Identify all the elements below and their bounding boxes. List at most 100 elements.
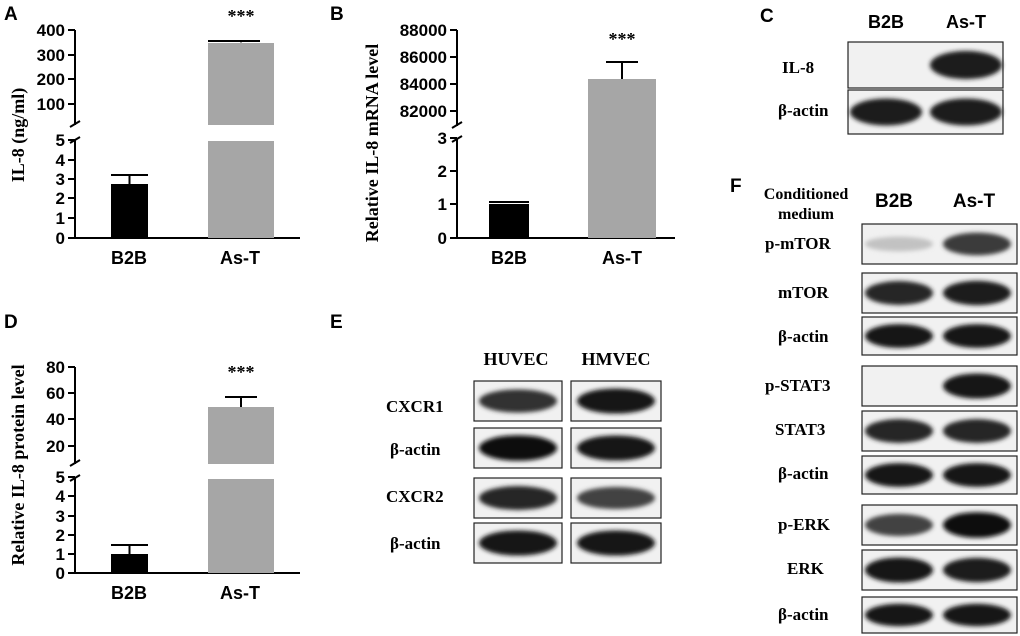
blot-f-label-0: p-mTOR [765, 234, 832, 253]
blot-f-label-8: β-actin [778, 605, 829, 624]
chart-b-cat-b2b: B2B [491, 248, 527, 268]
blot-band [577, 435, 655, 461]
tick-label-upper: 88000 [400, 21, 447, 40]
chart-a-cat-ast: As-T [220, 248, 260, 268]
tick-label-lower: 3 [438, 129, 447, 148]
tick-label-lower: 2 [438, 162, 447, 181]
blot-band [577, 530, 655, 556]
chart-d: Relative IL-8 protein level *** B2B As-T… [8, 358, 300, 603]
tick-label-lower: 5 [56, 131, 65, 150]
blot-band [943, 232, 1011, 256]
tick-label-upper: 84000 [400, 75, 447, 94]
blot-band [479, 486, 557, 510]
panel-letter-a: A [4, 4, 18, 25]
blot-c: B2B As-T IL-8 β-actin [778, 12, 1004, 135]
blot-band [865, 603, 933, 627]
tick-label-upper: 40 [46, 410, 65, 429]
bar-d-b2b [111, 554, 148, 573]
blot-e: HUVEC HMVEC CXCR1 β-actin CXCR2 β-actin [386, 349, 662, 564]
panel-letter-b: B [330, 4, 344, 25]
chart-b-ylabel: Relative IL-8 mRNA level [362, 44, 382, 242]
blot-c-lane-ast: As-T [946, 12, 986, 32]
tick-label-lower: 4 [56, 151, 66, 170]
blot-band [943, 603, 1011, 627]
blot-f-label-5: β-actin [778, 464, 829, 483]
blot-f-label-6: p-ERK [778, 515, 831, 534]
tick-label-upper: 20 [46, 437, 65, 456]
tick-label-upper: 100 [37, 95, 65, 114]
tick-label-lower: 0 [56, 229, 65, 248]
blot-f-label-4: STAT3 [775, 420, 825, 439]
blot-c-label-actin: β-actin [778, 101, 829, 120]
chart-a-ylabel: IL-8 (ng/ml) [8, 88, 29, 183]
blot-e-label-cxcr2: CXCR2 [386, 487, 444, 506]
panel-letter-e: E [330, 312, 343, 333]
tick-label-lower: 1 [56, 209, 65, 228]
chart-d-significance: *** [228, 362, 255, 382]
bar-a-ast-upper [208, 43, 274, 125]
blot-e-label-cxcr1: CXCR1 [386, 397, 444, 416]
blot-band [943, 280, 1011, 306]
bar-a-ast-lower [208, 141, 274, 238]
panel-letter-d: D [4, 312, 18, 333]
tick-label-upper: 60 [46, 384, 65, 403]
blot-band [943, 463, 1011, 487]
blot-band [865, 557, 933, 583]
panel-letter-f: F [730, 176, 742, 197]
blot-band [943, 512, 1011, 538]
blot-band [930, 98, 1002, 126]
chart-d-ylabel: Relative IL-8 protein level [8, 364, 28, 565]
blot-f-label-1: mTOR [778, 283, 829, 302]
panel-letter-c: C [760, 6, 774, 27]
chart-d-cat-ast: As-T [220, 583, 260, 603]
blot-band [577, 486, 655, 510]
blot-f-label-3: p-STAT3 [765, 376, 831, 395]
bar-d-ast-lower [208, 479, 274, 573]
chart-b-significance: *** [609, 29, 636, 49]
blot-c-label-il8: IL-8 [782, 58, 814, 77]
blot-band [943, 373, 1011, 399]
blot-band [930, 50, 1002, 80]
blot-band [943, 419, 1011, 443]
tick-label-lower: 3 [56, 507, 65, 526]
tick-label-upper: 400 [37, 21, 65, 40]
tick-label-lower: 1 [56, 545, 65, 564]
blot-f-label-2: β-actin [778, 327, 829, 346]
tick-label-lower: 0 [438, 229, 447, 248]
blot-f-label-7: ERK [787, 559, 825, 578]
chart-b-cat-ast: As-T [602, 248, 642, 268]
blot-band [479, 530, 557, 556]
tick-label-lower: 5 [56, 468, 65, 487]
tick-label-upper: 82000 [400, 102, 447, 121]
blot-band [577, 388, 655, 414]
chart-a-significance: *** [228, 6, 255, 26]
blot-f-header-line2: medium [778, 206, 835, 223]
bar-b-b2b [489, 204, 529, 238]
blot-band [850, 98, 922, 126]
blot-band [865, 281, 933, 305]
blot-band [479, 389, 557, 413]
tick-label-lower: 4 [56, 487, 66, 506]
tick-label-upper: 86000 [400, 48, 447, 67]
chart-a: IL-8 (ng/ml) *** B2B As-T 100 200 300 400 01… [8, 6, 300, 268]
tick-label-lower: 2 [56, 526, 65, 545]
chart-d-cat-b2b: B2B [111, 583, 147, 603]
blot-e-cell-hmvec: HMVEC [582, 349, 651, 369]
blot-e-cell-huvec: HUVEC [483, 349, 548, 369]
chart-b: Relative IL-8 mRNA level *** B2B As-T 82… [362, 21, 675, 268]
blot-band [865, 419, 933, 443]
blot-f-lane-b2b: B2B [875, 191, 913, 212]
tick-label-upper: 80 [46, 358, 65, 377]
blot-band [943, 324, 1011, 348]
tick-label-upper: 300 [37, 46, 65, 65]
blot-f-lane-ast: As-T [953, 191, 996, 212]
blot-e-label-actin-1: β-actin [390, 440, 441, 459]
bar-a-b2b [111, 184, 148, 238]
bar-d-ast-upper [208, 407, 274, 464]
blot-c-lane-b2b: B2B [868, 12, 904, 32]
blot-band [865, 513, 933, 537]
blot-e-label-actin-2: β-actin [390, 534, 441, 553]
blot-band [865, 236, 933, 252]
bar-b-ast [588, 79, 656, 238]
